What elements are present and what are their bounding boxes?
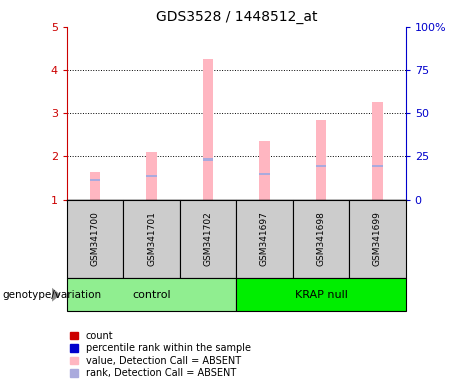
- Polygon shape: [52, 288, 60, 302]
- Text: control: control: [132, 290, 171, 300]
- Bar: [147, 175, 157, 177]
- Bar: [67, 200, 123, 278]
- Text: GSM341702: GSM341702: [203, 212, 213, 266]
- Text: GSM341699: GSM341699: [373, 212, 382, 266]
- Bar: [180, 200, 236, 278]
- Text: GSM341698: GSM341698: [316, 212, 325, 266]
- Bar: [372, 165, 383, 167]
- Bar: [293, 200, 349, 278]
- Bar: [203, 158, 213, 161]
- Bar: [236, 278, 406, 311]
- Text: GSM341700: GSM341700: [90, 212, 100, 266]
- Text: GSM341697: GSM341697: [260, 212, 269, 266]
- Bar: [349, 200, 406, 278]
- Text: KRAP null: KRAP null: [295, 290, 348, 300]
- Bar: [260, 172, 270, 175]
- Legend: count, percentile rank within the sample, value, Detection Call = ABSENT, rank, : count, percentile rank within the sample…: [70, 330, 252, 379]
- Bar: [236, 200, 293, 278]
- Bar: [67, 278, 236, 311]
- Bar: [316, 120, 326, 200]
- Bar: [372, 103, 383, 200]
- Text: GSM341701: GSM341701: [147, 212, 156, 266]
- Text: GDS3528 / 1448512_at: GDS3528 / 1448512_at: [155, 10, 317, 23]
- Text: genotype/variation: genotype/variation: [2, 290, 101, 300]
- Bar: [260, 141, 270, 200]
- Bar: [123, 200, 180, 278]
- Bar: [147, 152, 157, 200]
- Bar: [316, 165, 326, 167]
- Bar: [203, 59, 213, 200]
- Bar: [90, 172, 100, 200]
- Bar: [90, 179, 100, 181]
